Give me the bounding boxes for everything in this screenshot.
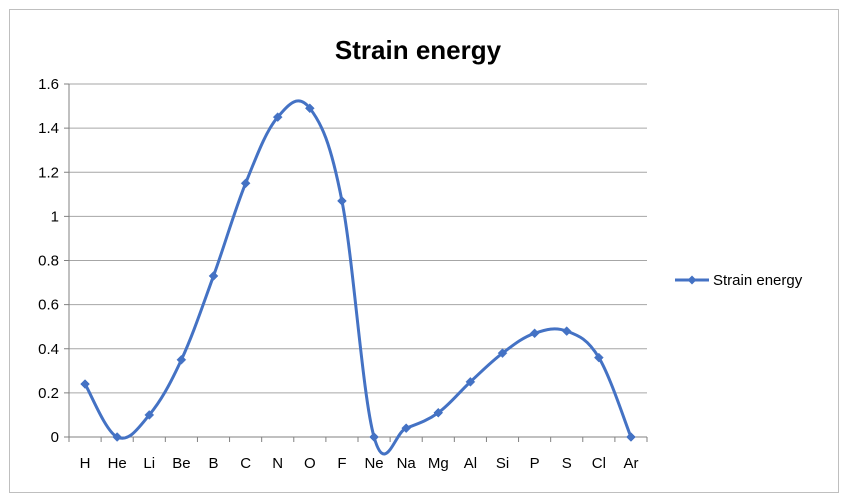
- data-point-marker: [369, 432, 379, 442]
- axes: [64, 83, 648, 442]
- y-tick-labels: 0 0.2 0.4 0.6 0.8 1 1.2 1.4 1.6: [38, 76, 59, 446]
- x-tick-label: P: [530, 455, 540, 472]
- x-tick-label: C: [240, 455, 251, 472]
- y-tick-label: 0.4: [38, 341, 59, 358]
- x-tick-label: Si: [496, 455, 509, 472]
- chart-title: Strain energy: [335, 35, 502, 65]
- data-point-marker: [272, 112, 283, 122]
- x-tick-label: Ar: [623, 455, 638, 472]
- y-tick-label: 1.4: [38, 120, 59, 137]
- y-tick-label: 0.2: [38, 385, 59, 402]
- data-point-marker: [401, 423, 412, 434]
- x-tick-label: N: [272, 455, 283, 472]
- y-tick-label: 0: [51, 429, 59, 446]
- x-tick-labels: H He Li Be B C N O F Ne Na Mg Al Si P S Cl Ar: [80, 455, 639, 472]
- x-tick-label: Be: [172, 455, 190, 472]
- x-tick-label: Cl: [592, 455, 606, 472]
- data-point-marker: [465, 376, 476, 387]
- x-tick-label: He: [108, 455, 127, 472]
- x-tick-label: H: [80, 455, 91, 472]
- data-point-marker: [112, 432, 123, 442]
- data-point-marker: [337, 196, 347, 206]
- data-point-marker: [529, 328, 540, 339]
- data-point-marker: [80, 379, 90, 389]
- data-point-marker: [593, 352, 604, 363]
- data-point-marker: [561, 326, 572, 336]
- x-tick-label: Li: [143, 455, 155, 472]
- data-point-marker: [176, 354, 187, 365]
- y-tick-label: 1.2: [38, 164, 59, 181]
- y-tick-label: 0.8: [38, 253, 59, 270]
- series-line: [83, 99, 633, 456]
- legend-label: Strain energy: [713, 272, 803, 289]
- y-tick-label: 1: [51, 208, 59, 225]
- y-tick-label: 1.6: [38, 76, 59, 93]
- series-strain-energy: [80, 99, 636, 456]
- legend: Strain energy: [675, 272, 803, 289]
- x-tick-label: F: [337, 455, 346, 472]
- data-point-marker: [497, 348, 508, 359]
- legend-marker: [687, 275, 697, 285]
- data-point-marker: [208, 271, 219, 281]
- x-tick-label: Na: [397, 455, 417, 472]
- data-point-marker: [240, 178, 251, 189]
- x-tick-label: B: [208, 455, 218, 472]
- data-point-marker: [626, 432, 636, 442]
- x-tick-label: S: [562, 455, 572, 472]
- data-point-marker: [304, 103, 315, 114]
- x-tick-label: Mg: [428, 455, 449, 472]
- x-tick-label: Al: [464, 455, 477, 472]
- x-tick-label: Ne: [364, 455, 383, 472]
- x-tick-label: O: [304, 455, 316, 472]
- data-point-marker: [433, 407, 444, 418]
- data-point-marker: [144, 410, 155, 420]
- gridlines: [69, 83, 647, 394]
- y-tick-label: 0.6: [38, 297, 59, 314]
